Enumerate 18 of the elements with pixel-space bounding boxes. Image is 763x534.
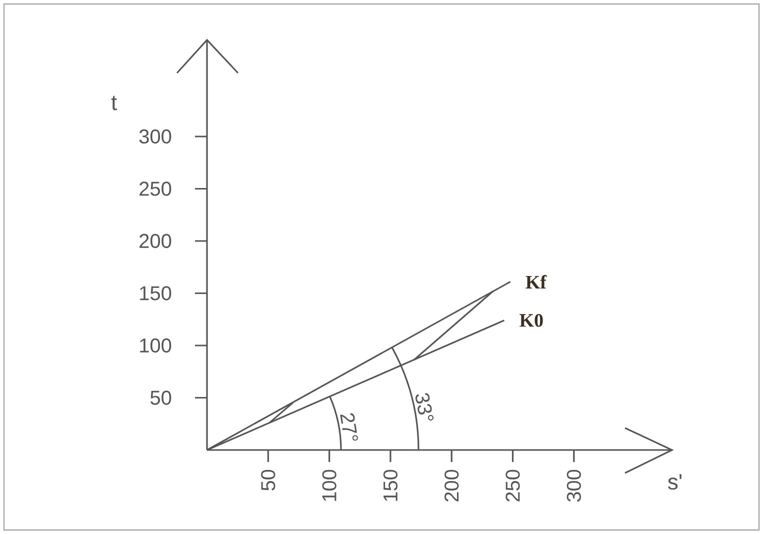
x-tick-label: 100 [322, 470, 336, 501]
y-tick-label: 200 [140, 234, 172, 248]
x-tick-label: 200 [444, 470, 459, 502]
x-tick-label: 150 [383, 470, 398, 501]
annotation: 27° [340, 413, 358, 441]
x-tick-label: 250 [506, 470, 520, 502]
y-tick-label: 100 [140, 338, 172, 353]
x-tick-label: 300 [566, 470, 581, 502]
y-tick-label: 150 [140, 286, 172, 300]
annotation: 33° [416, 393, 434, 421]
y-tick-label: 300 [139, 129, 172, 144]
x-tick-label: 50 [261, 470, 276, 490]
y-tick-label: 50 [150, 390, 172, 405]
y-axis-title: t [111, 96, 117, 110]
series-label: K0 [520, 314, 543, 327]
series-label: Kf [526, 275, 547, 288]
y-tick-label: 250 [140, 182, 172, 196]
x-axis-title: s' [668, 474, 682, 490]
